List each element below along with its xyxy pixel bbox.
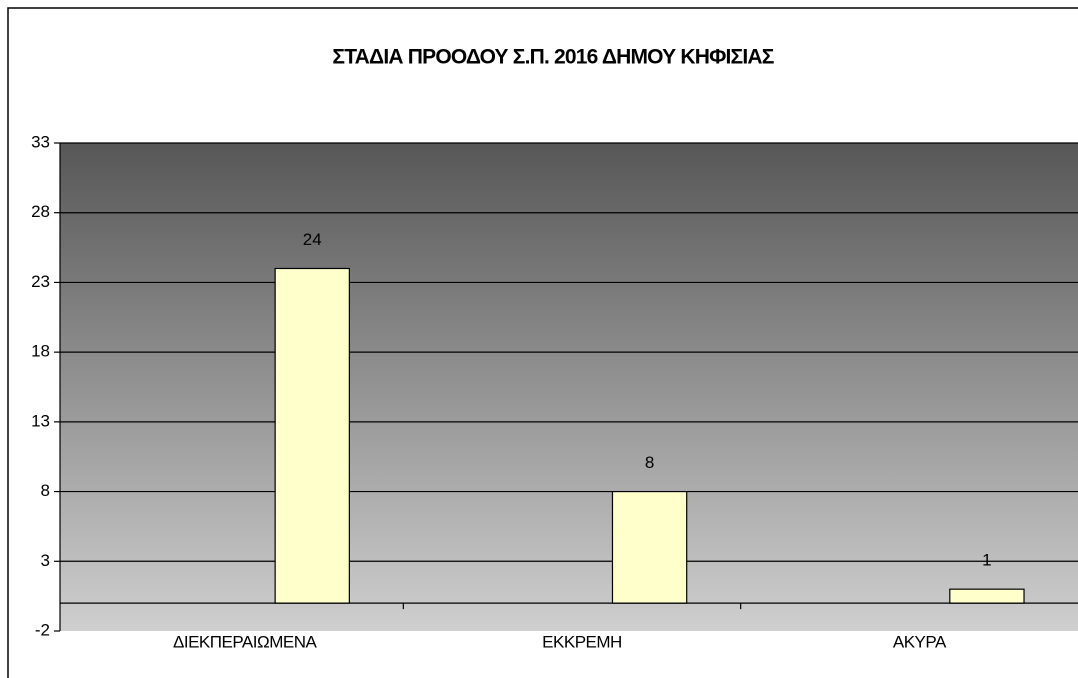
x-tick-label: ΕΚΚΡΕΜΗ xyxy=(542,632,622,651)
y-tick-label: 18 xyxy=(31,342,50,361)
bar xyxy=(611,490,688,604)
y-tick-label: 3 xyxy=(41,551,50,570)
y-tick-label: 23 xyxy=(31,272,50,291)
y-tick-label: 13 xyxy=(31,411,50,430)
bar xyxy=(274,267,350,604)
y-tick-label: -2 xyxy=(35,620,50,639)
y-tick-label: 8 xyxy=(41,481,50,500)
plot-area xyxy=(60,143,1078,631)
y-tick-label: 28 xyxy=(31,202,50,221)
y-tick-label: 33 xyxy=(31,132,50,151)
data-label: 24 xyxy=(303,230,322,249)
data-label: 8 xyxy=(645,453,654,472)
bar xyxy=(949,588,1025,604)
data-label: 1 xyxy=(982,551,991,570)
chart-title: ΣΤΑΔΙΑ ΠΡΟΟΔΟΥ Σ.Π. 2016 ΔΗΜΟΥ ΚΗΦΙΣΙΑΣ xyxy=(332,46,773,69)
x-tick-label: ΔΙΕΚΠΕΡΑΙΩΜΕΝΑ xyxy=(173,632,317,651)
x-tick-label: ΑΚΥΡΑ xyxy=(893,632,947,651)
